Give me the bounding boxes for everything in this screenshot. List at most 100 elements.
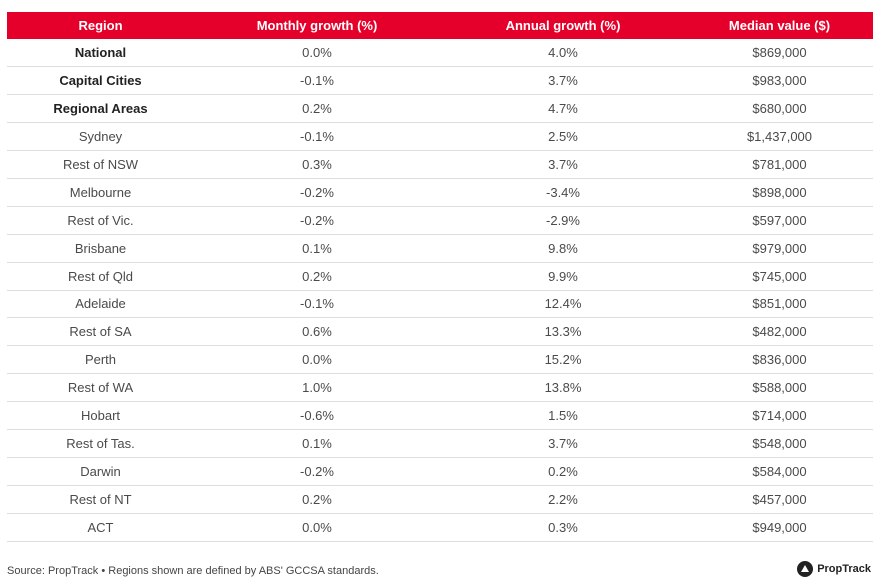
region-cell: Rest of Tas. bbox=[66, 435, 135, 451]
table-row: Rest of NSW 0.3% 3.7% $781,000 bbox=[7, 151, 873, 179]
median-value-cell: $457,000 bbox=[752, 491, 807, 507]
monthly-growth-cell: 0.1% bbox=[302, 435, 332, 451]
annual-growth-cell: 13.3% bbox=[544, 324, 582, 340]
median-value-cell: $781,000 bbox=[752, 157, 807, 172]
median-value-cell: $898,000 bbox=[752, 184, 807, 200]
annual-growth-cell: 4.0% bbox=[548, 45, 578, 61]
region-cell: Regional Areas bbox=[53, 101, 148, 117]
table-row: Rest of WA 1.0% 13.8% $588,000 bbox=[7, 374, 873, 402]
header-region: Region bbox=[78, 18, 123, 33]
annual-growth-cell: 1.5% bbox=[548, 408, 578, 424]
median-value-cell: $588,000 bbox=[752, 380, 807, 396]
region-cell: Capital Cities bbox=[59, 73, 142, 89]
region-cell: Perth bbox=[84, 352, 117, 368]
median-value-cell: $597,000 bbox=[752, 212, 807, 228]
median-value-cell: $1,437,000 bbox=[746, 129, 813, 145]
median-value-cell: $836,000 bbox=[752, 352, 807, 368]
table-row: Adelaide -0.1% 12.4% $851,000 bbox=[7, 290, 873, 318]
header-annual-growth: Annual growth (%) bbox=[505, 18, 621, 33]
median-value-cell: $714,000 bbox=[752, 408, 807, 424]
region-cell: Adelaide bbox=[75, 296, 126, 312]
median-value-cell: $851,000 bbox=[752, 296, 807, 312]
monthly-growth-cell: 0.6% bbox=[302, 324, 332, 340]
table-row: Regional Areas 0.2% 4.7% $680,000 bbox=[7, 95, 873, 123]
annual-growth-cell: 3.7% bbox=[548, 73, 578, 89]
monthly-growth-cell: 0.2% bbox=[302, 268, 332, 284]
annual-growth-cell: 9.9% bbox=[548, 268, 578, 284]
header-row: Region Monthly growth (%) Annual growth … bbox=[7, 12, 873, 39]
median-value-cell: $745,000 bbox=[752, 268, 807, 284]
region-cell: Rest of NT bbox=[69, 491, 132, 507]
monthly-growth-cell: -0.1% bbox=[300, 296, 334, 312]
region-cell: Rest of WA bbox=[67, 380, 134, 396]
monthly-growth-cell: 0.1% bbox=[302, 240, 332, 256]
header-monthly-growth: Monthly growth (%) bbox=[256, 18, 378, 33]
annual-growth-cell: 4.7% bbox=[548, 101, 578, 117]
region-cell: Brisbane bbox=[74, 240, 127, 256]
monthly-growth-cell: 0.0% bbox=[302, 519, 332, 535]
region-cell: Rest of Vic. bbox=[67, 212, 134, 228]
annual-growth-cell: 0.3% bbox=[548, 519, 578, 535]
monthly-growth-cell: -0.1% bbox=[300, 73, 334, 89]
table-container: Region Monthly growth (%) Annual growth … bbox=[7, 12, 873, 542]
median-value-cell: $869,000 bbox=[752, 45, 807, 61]
table-row: Rest of SA 0.6% 13.3% $482,000 bbox=[7, 318, 873, 346]
annual-growth-cell: 2.2% bbox=[548, 491, 578, 507]
table-row: Rest of Qld 0.2% 9.9% $745,000 bbox=[7, 262, 873, 291]
annual-growth-cell: -3.4% bbox=[546, 184, 580, 200]
monthly-growth-cell: 0.0% bbox=[302, 352, 332, 368]
median-value-cell: $949,000 bbox=[752, 519, 807, 535]
table-row: Melbourne -0.2% -3.4% $898,000 bbox=[7, 178, 873, 207]
median-value-cell: $548,000 bbox=[752, 435, 807, 451]
header-median-value: Median value ($) bbox=[728, 18, 831, 33]
table-row: Rest of NT 0.2% 2.2% $457,000 bbox=[7, 485, 873, 514]
table-body: National 0.0% 4.0% $869,000 Capital Cities -0… bbox=[7, 39, 873, 542]
region-cell: Rest of NSW bbox=[62, 157, 139, 172]
median-value-cell: $482,000 bbox=[752, 324, 807, 340]
median-value-cell: $983,000 bbox=[752, 73, 807, 89]
proptrack-logo-text: PropTrack bbox=[817, 563, 871, 575]
monthly-growth-cell: -0.2% bbox=[300, 463, 334, 479]
monthly-growth-cell: -0.6% bbox=[300, 408, 334, 424]
monthly-growth-cell: 0.2% bbox=[302, 101, 332, 117]
annual-growth-cell: 15.2% bbox=[544, 352, 582, 368]
median-value-cell: $584,000 bbox=[752, 463, 807, 479]
median-value-cell: $680,000 bbox=[752, 101, 807, 117]
monthly-growth-cell: -0.2% bbox=[300, 212, 334, 228]
annual-growth-cell: 0.2% bbox=[548, 463, 578, 479]
region-cell: Darwin bbox=[80, 463, 121, 479]
table-row: National 0.0% 4.0% $869,000 bbox=[7, 39, 873, 67]
table-header: Region Monthly growth (%) Annual growth … bbox=[7, 12, 873, 39]
table-row: Hobart -0.6% 1.5% $714,000 bbox=[7, 402, 873, 430]
monthly-growth-cell: 0.0% bbox=[302, 45, 332, 61]
table-row: Sydney -0.1% 2.5% $1,437,000 bbox=[7, 123, 873, 151]
annual-growth-cell: 13.8% bbox=[544, 380, 582, 396]
region-cell: Hobart bbox=[80, 408, 121, 424]
annual-growth-cell: 3.7% bbox=[548, 157, 578, 172]
table-row: Brisbane 0.1% 9.8% $979,000 bbox=[7, 234, 873, 263]
table-row: Rest of Tas. 0.1% 3.7% $548,000 bbox=[7, 429, 873, 458]
region-cell: Sydney bbox=[78, 129, 123, 145]
annual-growth-cell: 9.8% bbox=[548, 240, 578, 256]
monthly-growth-cell: 1.0% bbox=[302, 380, 332, 396]
proptrack-logo: PropTrack bbox=[797, 561, 871, 577]
annual-growth-cell: 12.4% bbox=[544, 296, 582, 312]
monthly-growth-cell: -0.1% bbox=[300, 129, 334, 145]
region-cell: Melbourne bbox=[69, 184, 132, 200]
table-row: Capital Cities -0.1% 3.7% $983,000 bbox=[7, 67, 873, 95]
table-row: Perth 0.0% 15.2% $836,000 bbox=[7, 346, 873, 374]
growth-table: Region Monthly growth (%) Annual growth … bbox=[7, 12, 873, 542]
region-cell: National bbox=[74, 45, 127, 61]
monthly-growth-cell: 0.2% bbox=[302, 491, 332, 507]
proptrack-logo-icon bbox=[797, 561, 814, 577]
region-cell: Rest of SA bbox=[69, 324, 132, 340]
table-row: ACT 0.0% 0.3% $949,000 bbox=[7, 513, 873, 542]
monthly-growth-cell: 0.3% bbox=[302, 157, 332, 172]
annual-growth-cell: 3.7% bbox=[548, 435, 578, 451]
annual-growth-cell: -2.9% bbox=[546, 212, 580, 228]
table-row: Rest of Vic. -0.2% -2.9% $597,000 bbox=[7, 206, 873, 235]
region-cell: ACT bbox=[87, 519, 114, 535]
source-note: Source: PropTrack • Regions shown are de… bbox=[7, 565, 379, 577]
monthly-growth-cell: -0.2% bbox=[300, 184, 334, 200]
